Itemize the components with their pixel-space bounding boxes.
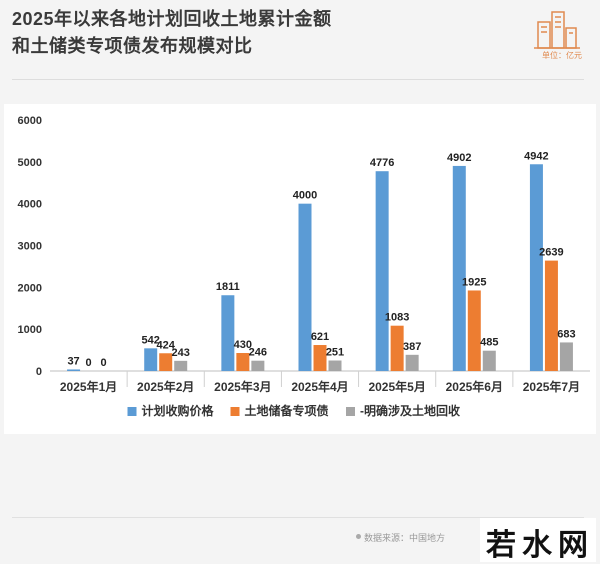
data-label: 387 [403, 341, 421, 353]
bar [236, 353, 250, 371]
y-tick-label: 2000 [18, 282, 42, 294]
data-label: 430 [234, 339, 252, 351]
data-label: 246 [249, 347, 267, 359]
data-label: 1811 [216, 281, 240, 293]
bar [328, 360, 342, 371]
x-tick-label: 2025年2月 [137, 379, 194, 394]
bar [174, 360, 188, 371]
data-source: 数据来源：中国地方 [364, 533, 446, 543]
data-label: 1083 [385, 312, 409, 324]
data-label: 4902 [447, 152, 471, 164]
bar [467, 290, 481, 371]
x-tick-label: 2025年3月 [214, 379, 271, 394]
bar [544, 260, 558, 371]
bar [375, 171, 389, 371]
data-label: 542 [142, 334, 160, 346]
data-label: 2639 [539, 247, 563, 259]
legend-swatch [230, 407, 240, 416]
building-logo-icon [532, 8, 582, 64]
watermark-logo: 若水网 [480, 518, 596, 563]
data-label: 0 [101, 357, 107, 369]
bar [67, 369, 81, 371]
data-label: 424 [157, 339, 176, 351]
x-tick-label: 2025年4月 [291, 379, 348, 394]
chart-panel: 0 1000 2000 3000 4000 5000 6000 37 0 0 2025年1月 542 4… [4, 104, 596, 434]
y-tick-label: 4000 [18, 199, 42, 211]
x-tick-label: 2025年1月 [60, 379, 117, 394]
x-tick-label: 2025年6月 [446, 379, 503, 394]
data-label: 1925 [462, 276, 486, 288]
data-label: 4776 [370, 157, 394, 169]
legend-swatch [346, 407, 355, 416]
data-label: 251 [326, 346, 344, 358]
bar [144, 348, 158, 371]
bar [482, 350, 496, 371]
bar [313, 345, 327, 371]
title-line-1: 2025年以来各地计划回收土地累计金额 [12, 9, 332, 29]
footer-divider [12, 517, 584, 518]
chart-title: 2025年以来各地计划回收土地累计金额 和土储类专项债发布规模对比 [12, 6, 332, 60]
y-tick-label: 5000 [18, 157, 42, 169]
y-tick-label: 0 [36, 366, 42, 378]
data-label: 4942 [524, 150, 548, 162]
watermark-text: 若水网 [486, 528, 594, 563]
bar [559, 342, 573, 371]
bar [529, 164, 543, 371]
y-tick-label: 3000 [18, 241, 42, 253]
unit-label: 单位：亿元 [542, 51, 582, 60]
bar [452, 165, 466, 371]
bar [159, 353, 173, 371]
legend-label: 计划收购价格 [142, 403, 215, 418]
bar [390, 325, 404, 371]
bar [298, 203, 312, 371]
data-label: 683 [557, 328, 575, 340]
bar [405, 354, 419, 371]
title-line-2: 和土储类专项债发布规模对比 [12, 36, 253, 56]
y-tick-label: 1000 [18, 324, 42, 336]
data-label: 485 [480, 337, 498, 349]
data-label: 0 [86, 357, 92, 369]
source-bullet-icon [356, 534, 361, 539]
x-tick-label: 2025年7月 [523, 379, 580, 394]
legend-label: 土地储备专项债 [245, 403, 329, 418]
legend-swatch [127, 407, 137, 416]
data-label: 243 [172, 347, 190, 359]
data-label: 37 [67, 355, 79, 367]
bar [221, 295, 235, 371]
legend-label: -明确涉及土地回收 [360, 403, 460, 418]
y-tick-label: 6000 [18, 115, 42, 127]
header-divider [12, 79, 584, 80]
x-tick-label: 2025年5月 [368, 379, 425, 394]
data-label: 4000 [293, 190, 317, 202]
data-label: 621 [311, 331, 329, 343]
bar [251, 360, 265, 371]
